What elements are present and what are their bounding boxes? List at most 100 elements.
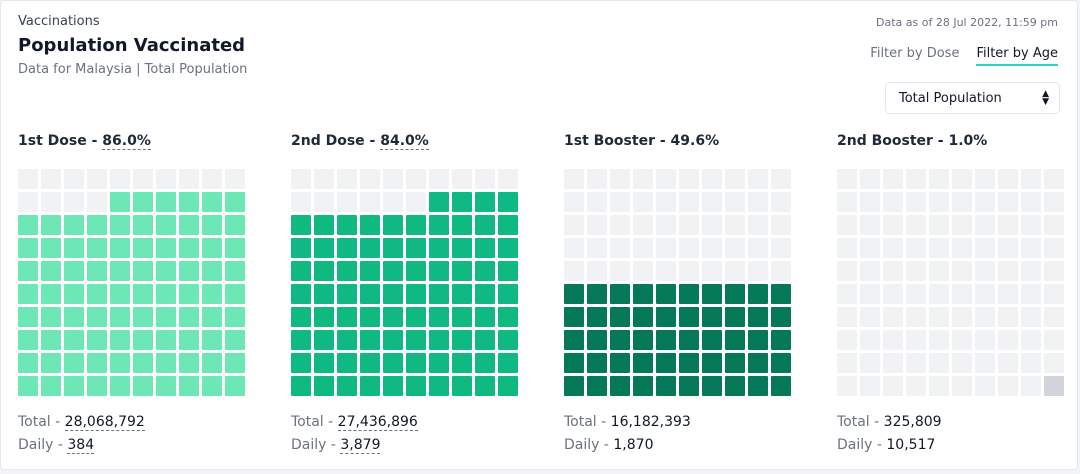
waffle-cell [748,353,768,373]
waffle-cell [975,169,995,189]
waffle-cell [429,376,449,396]
dose-panel: 2nd Booster - 1.0% Total - 325,809 Daily -… [837,133,1067,453]
waffle-cell [64,330,84,350]
waffle-cell [610,215,630,235]
waffle-cell [314,376,334,396]
waffle-cell [452,376,472,396]
waffle-cell [748,307,768,327]
waffle-cell [133,307,153,327]
waffle-cell [837,261,857,281]
waffle-cell [860,261,880,281]
waffle-cell [452,238,472,258]
waffle-cell [406,284,426,304]
waffle-cell [998,307,1018,327]
waffle-cell [998,169,1018,189]
waffle-cell [498,238,518,258]
waffle-cell [383,261,403,281]
waffle-cell [475,238,495,258]
waffle-cell [929,307,949,327]
total-value: 28,068,792 [64,414,145,431]
waffle-cell [610,376,630,396]
daily-value: 1,870 [613,437,654,453]
waffle-cell [41,238,61,258]
waffle-cell [998,376,1018,396]
section-label: Vaccinations [18,14,100,29]
waffle-cell [291,330,311,350]
waffle-cell [156,169,176,189]
waffle-cell [406,169,426,189]
tab-filter-by-dose[interactable]: Filter by Dose [870,46,960,61]
waffle-cell [337,261,357,281]
waffle-cell [87,215,107,235]
waffle-cell [225,353,245,373]
waffle-grid [564,169,791,396]
waffle-cell [952,192,972,212]
waffle-cell [314,238,334,258]
waffle-cell [656,284,676,304]
waffle-cell [725,238,745,258]
waffle-cell [360,169,380,189]
waffle-cell [156,238,176,258]
total-label: Total [18,414,51,430]
waffle-cell [452,169,472,189]
waffle-cell [564,330,584,350]
waffle-cell [360,215,380,235]
waffle-cell [156,330,176,350]
waffle-cell [702,330,722,350]
waffle-cell [564,192,584,212]
waffle-cell [860,169,880,189]
waffle-cell [679,215,699,235]
waffle-cell [156,376,176,396]
waffle-cell [564,284,584,304]
waffle-cell [291,376,311,396]
waffle-cell [452,192,472,212]
waffle-cell [952,307,972,327]
dose-label: 1st Booster [564,133,655,149]
separator: - [596,414,611,430]
waffle-cell [883,376,903,396]
population-select[interactable]: Total Population ▲ ▼ [885,82,1060,114]
waffle-cell [383,215,403,235]
waffle-cell [383,192,403,212]
waffle-cell [314,284,334,304]
waffle-cell [679,169,699,189]
tab-filter-by-age[interactable]: Filter by Age [976,46,1058,66]
total-row: Total - 16,182,393 [564,411,691,434]
waffle-cell [156,307,176,327]
waffle-cell [475,261,495,281]
waffle-cell [906,192,926,212]
waffle-cell [41,330,61,350]
waffle-cell [64,307,84,327]
waffle-cell [975,376,995,396]
waffle-cell [610,192,630,212]
waffle-cell [906,261,926,281]
waffle-cell [860,215,880,235]
waffle-cell [64,376,84,396]
waffle-cell [41,169,61,189]
waffle-cell [406,215,426,235]
waffle-cell [225,284,245,304]
waffle-cell [291,192,311,212]
waffle-cell [429,261,449,281]
waffle-cell [383,330,403,350]
waffle-cell [314,169,334,189]
waffle-cell [179,307,199,327]
waffle-cell [406,261,426,281]
waffle-cell [133,192,153,212]
waffle-cell [429,192,449,212]
waffle-cell [771,353,791,373]
total-label: Total [837,414,870,430]
waffle-cell [110,261,130,281]
waffle-cell [337,169,357,189]
waffle-cell [406,376,426,396]
waffle-cell [41,376,61,396]
waffle-cell [748,238,768,258]
waffle-cell [133,376,153,396]
waffle-cell [725,353,745,373]
waffle-cell [18,169,38,189]
waffle-cell [337,284,357,304]
waffle-cell [156,284,176,304]
waffle-cell [725,330,745,350]
waffle-cell [202,238,222,258]
